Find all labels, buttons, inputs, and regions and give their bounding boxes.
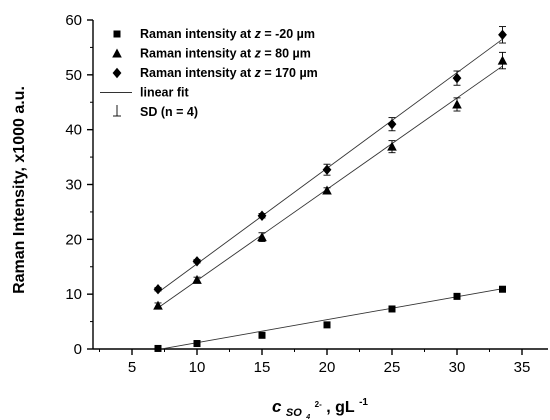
x-label-subscript: SO [286,407,302,419]
y-tick-label: 10 [65,286,82,303]
data-point-series-1 [154,344,162,352]
legend-label-series-1: Raman intensity at z = -20 µm [140,27,315,41]
data-point-series-1 [453,292,461,300]
data-points-layer [153,29,508,352]
x-tick-label: 20 [319,359,336,376]
legend-italic-z: z [254,27,262,41]
legend-italic-z: z [254,47,262,61]
x-tick-label: 25 [384,359,401,376]
data-point-series-2 [322,185,332,195]
legend-text-part: = -20 µm [261,27,315,41]
x-tick-label: 15 [254,359,271,376]
data-point-series-3 [322,164,332,175]
legend-text-part: Raman intensity at [140,27,255,41]
x-label-symbol: c [272,397,282,416]
x-tick-label: 35 [514,359,531,376]
data-point-series-2 [192,274,202,284]
x-label-sub-sub: 4 [305,414,310,420]
x-tick-label: 5 [128,359,136,376]
x-label-superscript: 2- [315,400,322,409]
data-point-series-3 [153,284,163,295]
data-point-series-1 [388,305,396,313]
legend-text-part: = 170 µm [261,66,318,80]
data-point-series-2 [452,99,462,109]
data-point-series-2 [497,55,508,65]
legend-label-series-2: Raman intensity at z = 80 µm [140,47,311,61]
x-tick-label: 30 [449,359,466,376]
data-point-series-1 [499,285,506,293]
x-axis-label: c SO 4 2- , gL -1 [272,394,368,420]
legend-label-series-3: Raman intensity at z = 170 µm [140,66,318,80]
legend-label-line: linear fit [140,86,189,100]
x-label-unit-sup: -1 [359,397,368,408]
data-point-series-2 [153,300,163,310]
fit-line-series-1 [157,288,503,350]
x-label-unit: , gL [326,399,355,416]
y-tick-label: 0 [74,341,82,358]
data-point-series-1 [193,340,201,348]
data-point-series-3 [257,210,267,221]
y-tick-label: 40 [65,122,82,139]
legend-text-part: = 80 µm [261,47,311,61]
data-point-series-3 [387,118,397,130]
y-axis-label: Raman Intensity, x1000 a.u. [11,86,28,294]
y-tick-label: 60 [65,12,82,29]
y-tick-label: 50 [65,67,82,84]
legend-text-part: Raman intensity at [140,47,255,61]
legend-marker-series-3 [112,67,122,79]
data-point-series-3 [192,256,202,267]
legend-text-part: Raman intensity at [140,66,255,80]
legend-marker-series-1 [113,30,121,38]
data-point-series-3 [452,72,462,84]
data-point-series-2 [387,141,397,151]
y-tick-label: 20 [65,231,82,248]
legend-label-errorbar: SD (n = 4) [140,105,198,119]
legend-marker-series-2 [112,48,122,58]
legend-italic-z: z [254,66,262,80]
data-point-series-1 [323,321,331,329]
data-point-series-1 [258,331,266,339]
axes-layer: 0 10 20 30 40 50 60 5 10 15 20 25 30 35 [65,12,548,376]
data-point-series-2 [257,232,267,242]
y-tick-label: 30 [65,177,82,194]
x-tick-label: 10 [189,359,206,376]
fit-line-series-3 [157,38,503,293]
fit-line-series-2 [157,65,503,309]
data-point-series-3 [498,29,507,41]
fit-lines-layer [157,38,503,350]
